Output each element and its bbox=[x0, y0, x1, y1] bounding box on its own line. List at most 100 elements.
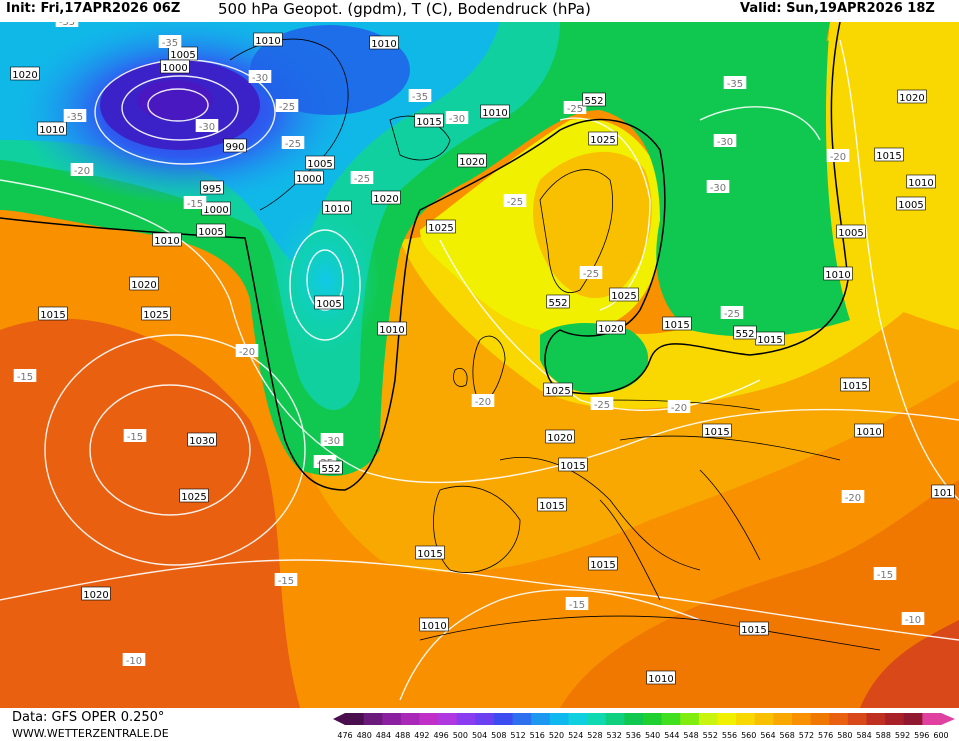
colorbar-tick-label: 556 bbox=[722, 731, 737, 740]
field-scandinavia-warm bbox=[533, 151, 652, 299]
isobar-label: 1010 bbox=[823, 266, 853, 281]
low-iceland bbox=[270, 205, 380, 355]
temperature-label: -10 bbox=[901, 612, 925, 626]
svg-text:1005: 1005 bbox=[198, 227, 223, 238]
temperature-label: -30 bbox=[713, 134, 737, 148]
svg-text:-35: -35 bbox=[727, 79, 743, 90]
isobar-label: 1020 bbox=[545, 429, 575, 444]
colorbar-tick-label: 520 bbox=[549, 731, 564, 740]
svg-text:1010: 1010 bbox=[482, 108, 507, 119]
isobar-label: 1025 bbox=[609, 287, 639, 302]
init-time: Init: Fri,17APR2026 06Z bbox=[6, 1, 181, 16]
colorbar-segment bbox=[363, 713, 383, 725]
svg-text:-20: -20 bbox=[671, 403, 687, 414]
isobar-label: 1020 bbox=[129, 276, 159, 291]
isobar-label: 1005 bbox=[196, 223, 226, 238]
svg-text:-25: -25 bbox=[507, 197, 523, 208]
isobar-label: 1020 bbox=[897, 89, 927, 104]
temperature-label: -25 bbox=[281, 136, 305, 150]
svg-text:1015: 1015 bbox=[560, 461, 585, 472]
colorbar-tick-label: 560 bbox=[741, 731, 756, 740]
svg-text:-25: -25 bbox=[567, 104, 583, 115]
isobars bbox=[0, 39, 959, 701]
svg-text:1025: 1025 bbox=[611, 291, 636, 302]
colorbar-segment bbox=[400, 713, 420, 725]
temperature-label: -30 bbox=[706, 180, 730, 194]
colorbar-segment bbox=[568, 713, 588, 725]
svg-text:-25: -25 bbox=[724, 309, 740, 320]
source-url[interactable]: WWW.WETTERZENTRALE.DE bbox=[12, 727, 169, 740]
svg-text:-15: -15 bbox=[127, 432, 143, 443]
low-greenland-center bbox=[137, 80, 213, 120]
svg-text:-15: -15 bbox=[278, 576, 294, 587]
svg-text:-35: -35 bbox=[67, 112, 83, 123]
svg-text:1025: 1025 bbox=[545, 386, 570, 397]
svg-text:-30: -30 bbox=[324, 436, 340, 447]
temperature-label: -25 bbox=[579, 266, 603, 280]
field-warm-southeast bbox=[560, 480, 959, 708]
temperature-label: -25 bbox=[350, 171, 374, 185]
colorbar-segment bbox=[605, 713, 625, 725]
isobar-label: 1010 bbox=[152, 232, 182, 247]
isobar-label: 1010 bbox=[906, 174, 936, 189]
colorbar-tick-label: 504 bbox=[472, 731, 487, 740]
svg-text:995: 995 bbox=[202, 184, 221, 195]
temperature-label: -15 bbox=[183, 196, 207, 210]
svg-text:1015: 1015 bbox=[876, 151, 901, 162]
colorbar-tick-label: 476 bbox=[337, 731, 352, 740]
pressure-labels: 1010 1010 1005 1000 1020 1010 1015 1010 990 1005 1… bbox=[10, 32, 955, 685]
svg-text:1005: 1005 bbox=[898, 200, 923, 211]
isobar-label: 1010 bbox=[377, 321, 407, 336]
isobar-label: 1005 bbox=[305, 155, 335, 170]
temperature-label: -30 bbox=[445, 111, 469, 125]
isobar-label: 1005 bbox=[836, 224, 866, 239]
svg-text:-15: -15 bbox=[569, 600, 585, 611]
isobar-label: 1010 bbox=[37, 121, 67, 136]
temperature-label: -15 bbox=[13, 369, 37, 383]
isobar-label: 1030 bbox=[187, 432, 217, 447]
colorbar-tick-label: 564 bbox=[760, 731, 775, 740]
field-east-green bbox=[660, 40, 850, 335]
svg-text:-10: -10 bbox=[126, 656, 142, 667]
colorbar-segment bbox=[754, 713, 774, 725]
isobar-label: 1015 bbox=[537, 497, 567, 512]
weather-map[interactable]: 1010 1010 1005 1000 1020 1010 1015 1010 990 1005 1… bbox=[0, 22, 959, 708]
svg-text:1010: 1010 bbox=[379, 325, 404, 336]
svg-text:552: 552 bbox=[584, 96, 603, 107]
svg-text:552: 552 bbox=[548, 298, 567, 309]
colorbar-segment bbox=[903, 713, 923, 725]
geopotential-labels: 552 552 552 552 bbox=[319, 92, 757, 475]
colorbar-segment bbox=[531, 713, 551, 725]
colorbar-tick-label: 584 bbox=[856, 731, 871, 740]
svg-text:-30: -30 bbox=[717, 137, 733, 148]
svg-text:1020: 1020 bbox=[899, 93, 924, 104]
svg-text:-25: -25 bbox=[583, 269, 599, 280]
colorbar-segment bbox=[643, 713, 663, 725]
isobar-label: 1020 bbox=[81, 586, 111, 601]
colorbar-tick-label: 508 bbox=[491, 731, 506, 740]
svg-text:-15: -15 bbox=[187, 199, 203, 210]
temperature-label: -20 bbox=[841, 490, 865, 504]
svg-text:-10: -10 bbox=[905, 615, 921, 626]
temperature-label: -25 bbox=[720, 306, 744, 320]
geopotential-label: 552 bbox=[546, 294, 570, 309]
colorbar-tick-label: 528 bbox=[587, 731, 602, 740]
isobar-label: 1015 bbox=[415, 545, 445, 560]
svg-text:-20: -20 bbox=[475, 397, 491, 408]
colorbar-segment bbox=[847, 713, 867, 725]
isobar-label: 1020 bbox=[371, 190, 401, 205]
colorbar-tick-label: 592 bbox=[895, 731, 910, 740]
map-title: 500 hPa Geopot. (gpdm), T (C), Bodendruc… bbox=[218, 0, 591, 18]
temperature-label: -15 bbox=[274, 573, 298, 587]
svg-text:1020: 1020 bbox=[12, 70, 37, 81]
isobar-label: 1015 bbox=[414, 113, 444, 128]
field-hot-southeast bbox=[860, 620, 959, 708]
temperature-label: -20 bbox=[826, 149, 850, 163]
temperature-label: -15 bbox=[123, 429, 147, 443]
isobar-label: 1015 bbox=[558, 457, 588, 472]
isobar-label: 101 bbox=[931, 484, 955, 499]
svg-text:1015: 1015 bbox=[757, 335, 782, 346]
isobar-label: 1015 bbox=[38, 306, 68, 321]
temperature-label: -15 bbox=[565, 597, 589, 611]
colorbar-segment bbox=[549, 713, 569, 725]
